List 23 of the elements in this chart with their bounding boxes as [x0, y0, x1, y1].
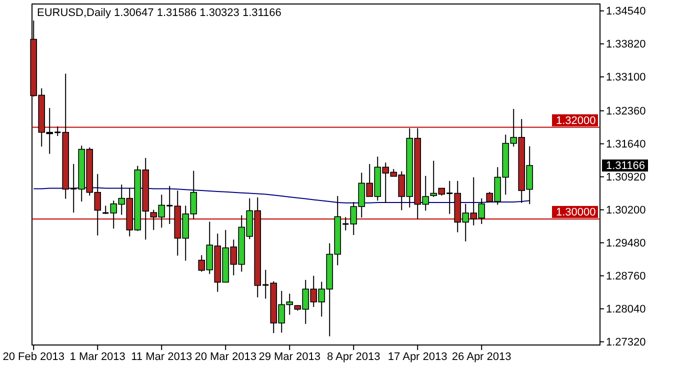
x-tick-label: 8 Apr 2013	[326, 351, 380, 363]
y-tick-label: 1.30920	[606, 171, 646, 184]
x-tick-label: 26 Apr 2013	[452, 351, 512, 363]
ref-line-label: 1.32000	[556, 114, 596, 127]
y-tick-label: 1.28040	[606, 303, 646, 316]
x-tick-label: 20 Feb 2013	[2, 351, 64, 363]
y-tick-label: 1.33820	[606, 38, 646, 50]
x-tick-label: 1 Mar 2013	[70, 351, 126, 363]
x-tick-label: 20 Mar 2013	[194, 351, 256, 363]
x-tick-label: 17 Apr 2013	[388, 351, 448, 363]
y-tick-label: 1.27320	[606, 336, 646, 348]
y-tick-label: 1.33100	[606, 71, 646, 84]
x-tick-label: 11 Mar 2013	[131, 351, 192, 363]
y-tick-label: 1.32360	[606, 105, 646, 118]
text: 1.31166	[606, 160, 645, 172]
y-tick-label: 1.31640	[606, 138, 646, 150]
y-tick-label: 1.30200	[606, 204, 646, 216]
y-tick-label: 1.34540	[606, 5, 646, 18]
x-tick-label: 29 Mar 2013	[258, 351, 320, 363]
ref-line-label: 1.30000	[556, 206, 596, 218]
chart-title: EURUSD,Daily 1.30647 1.31586 1.30323 1.31166	[37, 7, 282, 19]
y-tick-label: 1.29480	[606, 237, 646, 250]
y-tick-label: 1.28760	[606, 270, 646, 282]
